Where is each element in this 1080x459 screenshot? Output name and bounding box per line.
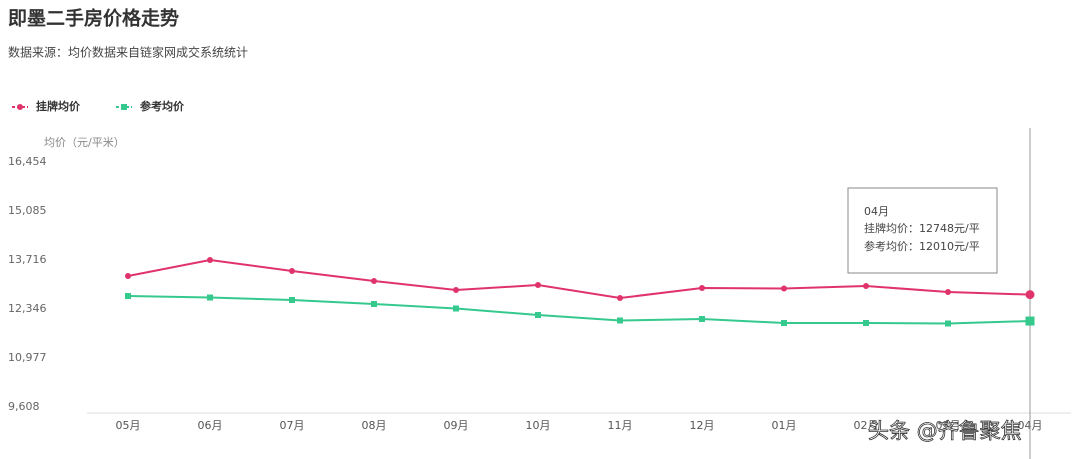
point [1025,290,1035,300]
watermark: 头条 @齐鲁聚焦 [868,419,1022,443]
x-tick-label: 03月 [936,419,961,432]
point [453,305,459,312]
point [945,289,951,296]
tooltip-line: 参考均价：12010元/平 [864,239,980,253]
point [289,296,295,303]
x-tick-label: 10月 [526,419,551,432]
point [289,268,295,275]
point [945,320,951,327]
point [453,287,459,294]
y-axis-label: 均价（元/平米） [44,136,125,149]
point [617,317,623,324]
point [863,283,869,290]
y-tick-label: 15,085 [8,204,47,217]
x-tick-label: 09月 [444,419,469,432]
chart-title: 即墨二手房价格走势 [8,7,179,30]
point [371,301,377,308]
point [535,312,541,319]
point [371,278,377,285]
x-tick-label: 08月 [362,419,387,432]
point [699,315,705,322]
x-tick-label: 06月 [198,419,223,432]
series-line [127,295,1031,325]
y-tick-label: 13,716 [8,253,47,266]
x-tick-label: 11月 [608,419,633,432]
x-tick-label: 02月 [854,419,879,432]
point [781,320,787,327]
series-line [127,259,1031,300]
y-tick-label: 12,346 [8,302,47,315]
point [699,285,705,292]
point [863,320,869,327]
x-tick-label: 07月 [280,419,305,432]
tooltip-title: 04月 [864,205,889,218]
point [125,293,131,300]
x-tick-label: 05月 [116,419,141,432]
legend-label: 挂牌均价 [36,99,81,113]
point [207,257,213,264]
y-tick-label: 9,608 [8,400,40,413]
y-tick-label: 10,977 [8,351,47,364]
tooltip-box [847,187,998,274]
x-tick-label: 01月 [772,419,797,432]
legend-label: 参考均价 [140,99,185,113]
point [781,285,787,292]
chart-subtitle: 数据来源：均价数据来自链家网成交系统统计 [8,45,248,60]
tooltip-line: 挂牌均价：12748元/平 [864,221,980,235]
point [1025,316,1035,326]
y-tick-label: 16,454 [8,155,47,168]
x-tick-label: 12月 [690,419,715,432]
legend-marker [17,104,23,110]
point [207,294,213,301]
point [125,273,131,280]
legend-marker [121,104,127,110]
point [617,295,623,302]
point [535,282,541,289]
